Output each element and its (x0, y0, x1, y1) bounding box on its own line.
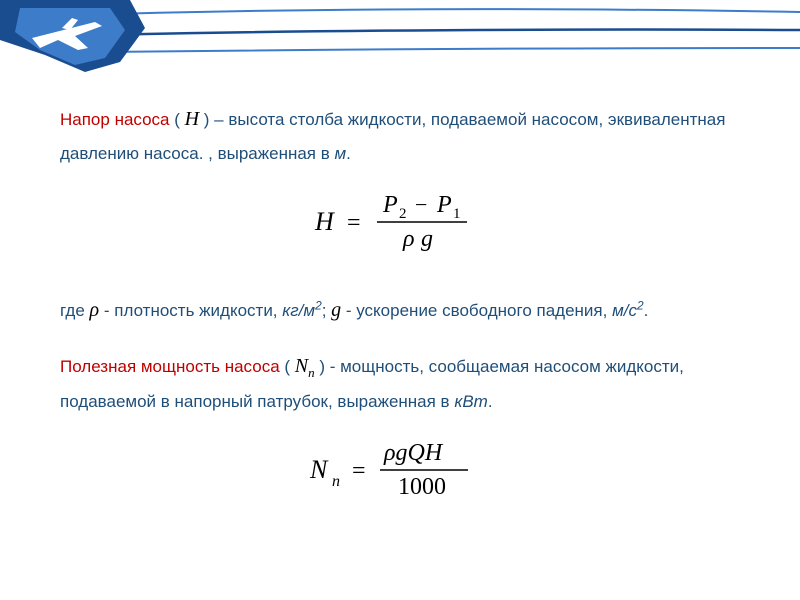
svg-text:n: n (332, 473, 340, 490)
symbol-Nn: Nn (295, 355, 315, 377)
header-logo-decoration (0, 0, 800, 85)
para-pump-head: Напор насоса ( H ) – высота столба жидко… (60, 100, 740, 170)
svg-text:=: = (352, 458, 366, 484)
svg-text:=: = (347, 210, 361, 236)
svg-text:ρ: ρ (402, 226, 415, 252)
svg-text:H: H (314, 207, 335, 236)
svg-text:ρgQH: ρgQH (383, 440, 444, 466)
svg-text:P: P (382, 192, 398, 218)
symbol-g: g (331, 299, 341, 321)
formula-head: H = P 2 − P 1 ρ g (60, 188, 740, 263)
svg-text:−: − (415, 192, 427, 217)
svg-text:1: 1 (453, 206, 461, 222)
symbol-H: H (185, 108, 199, 130)
term-pump-head: Напор насоса (60, 110, 170, 129)
svg-text:N: N (309, 455, 329, 484)
symbol-rho: ρ (90, 299, 100, 321)
svg-text:1000: 1000 (398, 474, 446, 500)
svg-text:2: 2 (399, 206, 407, 222)
term-useful-power: Полезная мощность насоса (60, 357, 280, 376)
formula-power: N n = ρgQH 1000 (60, 436, 740, 511)
svg-text:P: P (436, 192, 452, 218)
para-useful-power: Полезная мощность насоса ( Nn ) - мощнос… (60, 347, 740, 418)
para-where: где ρ - плотность жидкости, кг/м2; g - у… (60, 291, 740, 329)
svg-text:g: g (421, 226, 433, 252)
slide-content: Напор насоса ( H ) – высота столба жидко… (60, 100, 740, 539)
